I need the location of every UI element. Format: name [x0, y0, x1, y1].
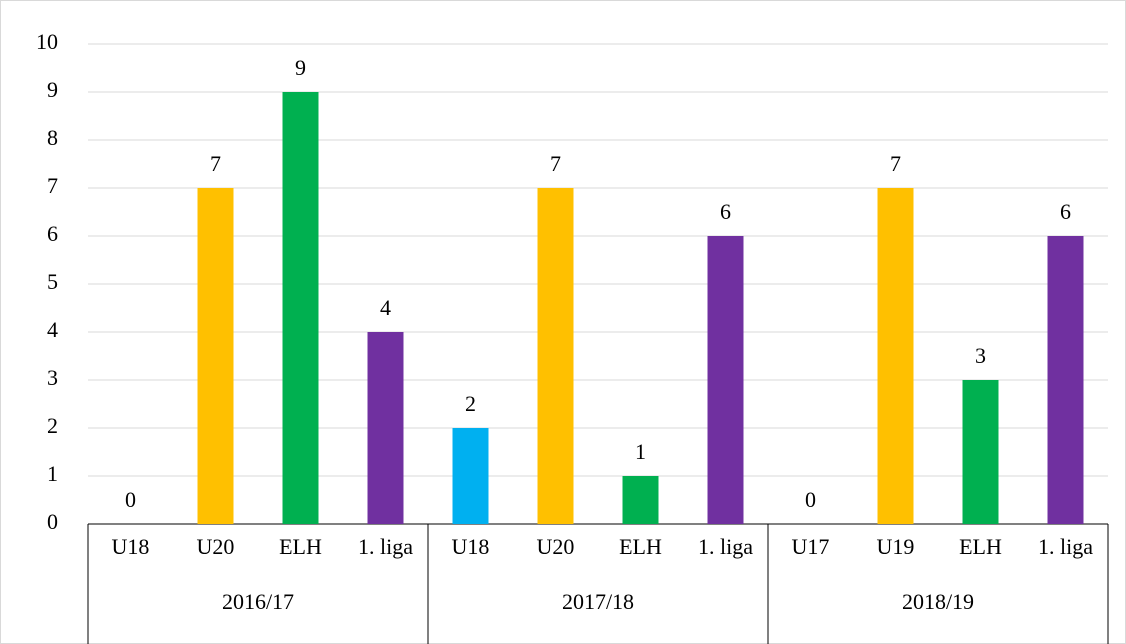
y-tick-label: 6 [47, 221, 58, 246]
x-tick-label: U20 [537, 534, 575, 559]
x-tick-label: U18 [112, 534, 150, 559]
bar [282, 92, 319, 524]
data-label: 4 [380, 295, 391, 320]
data-label: 7 [550, 151, 561, 176]
y-tick-label: 2 [47, 413, 58, 438]
bar [707, 236, 744, 524]
data-label: 2 [465, 391, 476, 416]
y-tick-label: 5 [47, 269, 58, 294]
bar [622, 476, 659, 524]
data-label: 7 [890, 151, 901, 176]
group-label: 2018/19 [902, 589, 974, 614]
data-label: 9 [295, 55, 306, 80]
group-label: 2017/18 [562, 589, 634, 614]
x-tick-label: U19 [877, 534, 915, 559]
bar [197, 188, 234, 524]
y-tick-label: 4 [47, 317, 58, 342]
x-tick-label: ELH [619, 534, 662, 559]
data-label: 7 [210, 151, 221, 176]
bar [962, 380, 999, 524]
data-label: 3 [975, 343, 986, 368]
data-label: 0 [805, 487, 816, 512]
y-tick-label: 10 [36, 29, 58, 54]
x-tick-label: ELH [279, 534, 322, 559]
bar [537, 188, 574, 524]
x-tick-label: U18 [452, 534, 490, 559]
bar [1047, 236, 1084, 524]
y-tick-label: 7 [47, 173, 58, 198]
bar [877, 188, 914, 524]
x-tick-label: 1. liga [698, 534, 753, 559]
x-tick-label: 1. liga [1038, 534, 1093, 559]
data-label: 6 [720, 199, 731, 224]
bar [367, 332, 404, 524]
data-label: 0 [125, 487, 136, 512]
y-tick-label: 0 [47, 509, 58, 534]
x-tick-label: 1. liga [358, 534, 413, 559]
bar [452, 428, 489, 524]
y-tick-label: 3 [47, 365, 58, 390]
y-tick-label: 9 [47, 77, 58, 102]
data-label: 6 [1060, 199, 1071, 224]
group-label: 2016/17 [222, 589, 294, 614]
data-label: 1 [635, 439, 646, 464]
y-tick-label: 1 [47, 461, 58, 486]
x-tick-label: U17 [792, 534, 830, 559]
x-tick-label: ELH [959, 534, 1002, 559]
x-tick-label: U20 [197, 534, 235, 559]
y-tick-label: 8 [47, 125, 58, 150]
